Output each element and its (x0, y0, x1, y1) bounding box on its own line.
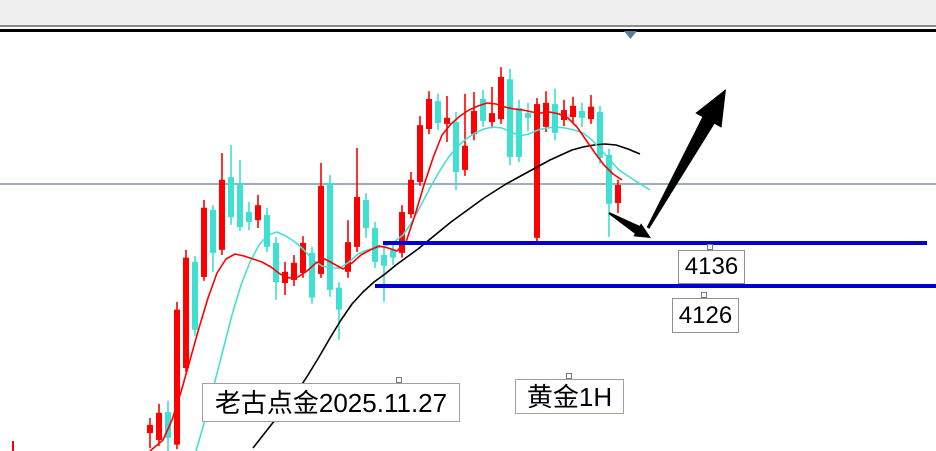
candle-bull (399, 212, 405, 253)
candle-bear (390, 249, 396, 258)
candle-bull (300, 243, 306, 274)
candle-bull (147, 424, 153, 434)
candle-bull (489, 113, 495, 123)
candle-bull (291, 262, 297, 280)
window-separator-black (0, 29, 936, 32)
candle-bull (570, 105, 576, 118)
candle-bull (543, 102, 549, 127)
partial-candle (12, 441, 14, 451)
candle-bear (480, 98, 486, 121)
up-trend-arrow[interactable] (646, 89, 726, 229)
candle-bear (363, 200, 369, 228)
ma-line-fast-red (149, 102, 623, 451)
window-separator-gray (0, 25, 936, 27)
candle-bear (228, 177, 234, 218)
candle-bear (309, 252, 315, 298)
candle-bear (327, 182, 333, 290)
candle-bear (381, 255, 387, 266)
object-anchor-handle[interactable] (396, 377, 402, 383)
candle-bear (336, 287, 342, 310)
candle-bull (345, 242, 351, 272)
symbol-timeframe-label[interactable]: 黄金1H (515, 379, 624, 414)
candle-bull (471, 110, 477, 135)
candle-bear (192, 261, 198, 330)
ma-line-slow-black (252, 143, 641, 449)
candle-bull (561, 110, 567, 121)
candle-bull (426, 98, 432, 130)
candle-bear (606, 154, 612, 204)
candle-bull (156, 412, 162, 440)
watermark-text-box[interactable]: 老古点金2025.11.27 (202, 383, 460, 422)
candle-bear (516, 107, 522, 157)
candle-bull (615, 184, 621, 204)
candle-bull (588, 106, 594, 120)
candle-bear (237, 182, 243, 228)
candle-bull (534, 104, 540, 238)
candle-bull (498, 77, 504, 120)
candle-bear (525, 113, 531, 118)
candle-bear (165, 411, 171, 438)
candle-bear (435, 101, 441, 124)
candle-bear (579, 110, 585, 118)
candle-bull (183, 257, 189, 369)
candle-bear (273, 243, 279, 283)
window-top-bar (0, 0, 936, 25)
candle-bull (219, 179, 225, 250)
candle-bull (417, 125, 423, 182)
object-anchor-handle[interactable] (566, 373, 572, 379)
candle-bear (210, 209, 216, 253)
price-level-label-4136[interactable]: 4136 (678, 250, 745, 284)
price-level-label-4126[interactable]: 4126 (672, 298, 739, 333)
candle-bear (552, 104, 558, 133)
candle-bull (408, 179, 414, 215)
candle-bear (597, 111, 603, 158)
candle-bull (462, 145, 468, 170)
candle-bull (201, 207, 207, 277)
candle-bull (444, 117, 450, 124)
down-pointer-arrow[interactable] (608, 212, 652, 238)
object-anchor-handle[interactable] (701, 292, 707, 298)
candle-bull (174, 309, 180, 445)
candle-bull (318, 185, 324, 274)
candle-bull (255, 205, 261, 221)
candle-bear (372, 227, 378, 262)
candle-bull (282, 271, 288, 283)
candle-bear (507, 79, 513, 157)
object-anchor-handle[interactable] (707, 244, 713, 250)
candle-bull (354, 196, 360, 247)
chart-shift-marker-icon[interactable] (624, 31, 637, 39)
ma-line-mid-cyan (195, 126, 651, 451)
candle-bear (246, 212, 252, 222)
candle-bear (264, 215, 270, 247)
